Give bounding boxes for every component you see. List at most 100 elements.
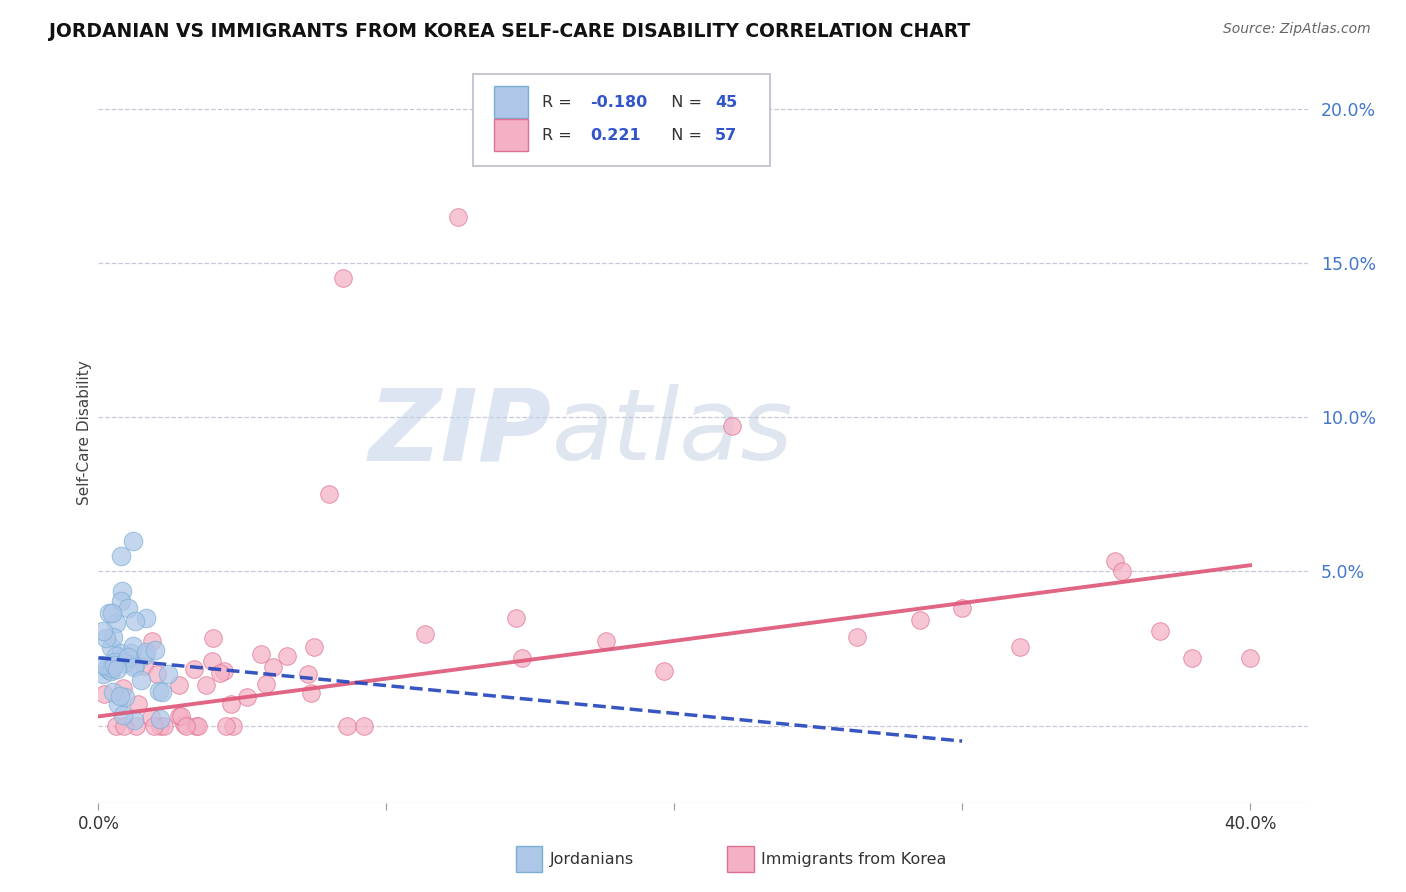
Point [93, 657, 115, 672]
Point [143, 643, 166, 657]
Point [129, 673, 152, 687]
Point [214, 719, 236, 733]
Point [125, 719, 148, 733]
Point [103, 630, 125, 644]
Point [93, 687, 115, 701]
Point [1104, 554, 1126, 568]
Point [219, 698, 242, 712]
Point [134, 648, 156, 662]
Point [110, 646, 132, 660]
Point [413, 627, 436, 641]
Text: 0.221: 0.221 [591, 128, 641, 143]
Point [111, 583, 134, 598]
Point [908, 613, 931, 627]
Point [1008, 640, 1031, 654]
Point [353, 719, 375, 733]
Point [112, 657, 135, 671]
Point [176, 719, 198, 733]
Point [124, 658, 146, 673]
Text: N =: N = [661, 95, 707, 110]
Point [135, 611, 157, 625]
Point [148, 684, 170, 698]
Text: atlas: atlas [551, 384, 793, 481]
Point [214, 665, 236, 679]
Point [149, 719, 172, 733]
Point [114, 690, 136, 705]
Point [145, 666, 167, 681]
Text: ZIP: ZIP [368, 384, 551, 481]
Point [149, 713, 172, 727]
Point [142, 719, 165, 733]
Point [447, 210, 470, 224]
Point [720, 419, 742, 434]
Bar [494, 120, 527, 152]
Point [169, 709, 191, 723]
Point [505, 610, 527, 624]
Text: JORDANIAN VS IMMIGRANTS FROM KOREA SELF-CARE DISABILITY CORRELATION CHART: JORDANIAN VS IMMIGRANTS FROM KOREA SELF-… [49, 22, 970, 41]
Point [336, 719, 359, 733]
Point [110, 549, 132, 563]
Point [184, 719, 207, 733]
Bar [727, 846, 754, 871]
Point [195, 678, 218, 692]
Point [96, 661, 118, 675]
Point [299, 685, 322, 699]
Point [112, 719, 135, 733]
Point [104, 656, 127, 670]
Point [101, 661, 124, 675]
Point [173, 717, 195, 731]
Point [139, 710, 162, 724]
Point [104, 649, 127, 664]
Point [1181, 650, 1204, 665]
Point [104, 719, 127, 733]
Point [122, 713, 145, 727]
Point [183, 661, 205, 675]
Point [104, 615, 127, 630]
Point [107, 697, 129, 711]
Point [111, 681, 134, 695]
Point [122, 660, 145, 674]
Point [595, 634, 617, 648]
Point [101, 606, 124, 620]
FancyBboxPatch shape [474, 73, 769, 166]
Point [1239, 650, 1261, 665]
Point [91, 667, 114, 681]
Point [256, 676, 278, 690]
Point [304, 640, 326, 654]
Point [122, 639, 145, 653]
Text: Immigrants from Korea: Immigrants from Korea [761, 852, 946, 866]
Point [100, 664, 122, 678]
Point [169, 678, 191, 692]
Point [187, 719, 209, 733]
Point [105, 662, 128, 676]
Point [132, 659, 155, 673]
Point [332, 271, 354, 285]
Point [845, 630, 868, 644]
Point [103, 658, 125, 673]
Point [1149, 624, 1171, 638]
Point [117, 650, 139, 665]
Text: -0.180: -0.180 [591, 95, 648, 110]
Bar [494, 87, 527, 118]
Point [127, 697, 149, 711]
Point [97, 606, 120, 620]
Point [201, 632, 224, 646]
Text: Jordanians: Jordanians [550, 852, 634, 866]
Point [510, 650, 533, 665]
Text: 45: 45 [716, 95, 737, 110]
Point [135, 645, 157, 659]
Text: R =: R = [543, 95, 576, 110]
Point [141, 633, 163, 648]
Text: 57: 57 [716, 128, 737, 143]
Point [222, 719, 245, 733]
Point [96, 632, 118, 646]
Text: R =: R = [543, 128, 582, 143]
Point [249, 648, 271, 662]
Point [120, 646, 142, 660]
Point [236, 690, 259, 704]
Text: N =: N = [661, 128, 707, 143]
Point [122, 533, 145, 548]
Point [1111, 564, 1133, 578]
Point [208, 665, 231, 680]
Point [201, 655, 224, 669]
